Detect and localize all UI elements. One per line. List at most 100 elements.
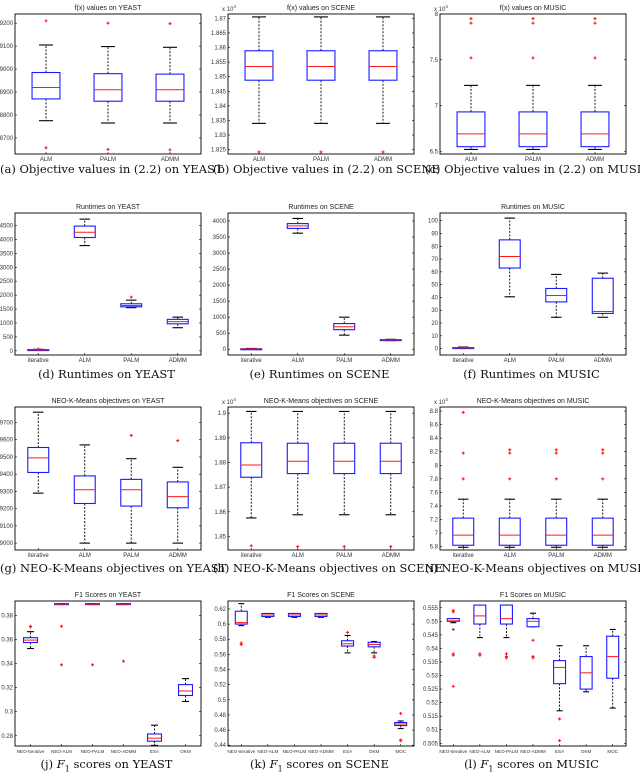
iqr-box (306, 50, 336, 81)
boxplot-chart: F1 Scores on SCENE 0.44 0.46 0.48 0.5 0.52 0.5… (214, 592, 415, 754)
box-palm (120, 433, 143, 544)
outlier-point (389, 545, 393, 549)
outlier-point (601, 477, 605, 481)
outlier-point (508, 451, 512, 455)
y-tick-label: 2000 (213, 283, 227, 289)
box-neo-admm (115, 603, 132, 663)
subfigure-caption: (k) F1 scores on SCENE (250, 757, 389, 774)
subfigure-caption: (l) F1 scores on MUSIC (464, 757, 599, 774)
outlier-point (257, 150, 261, 154)
outlier-point (531, 655, 535, 659)
y-tick-label: 1.86 (214, 46, 226, 52)
y-tick-label: 0 (435, 347, 439, 353)
chart-title: F1 Scores on YEAST (75, 592, 142, 599)
x-tick-label: NEO-PALM (495, 749, 519, 754)
x-tick-label: ESA (150, 749, 160, 754)
outlier-point (554, 448, 558, 452)
box-neo-alm (261, 612, 275, 618)
y-tick-label: 1.85 (214, 75, 226, 81)
iqr-box (27, 446, 50, 474)
box-admm (379, 410, 402, 549)
axes-frame (439, 600, 627, 747)
box-esa (146, 724, 163, 746)
axes-frame (227, 212, 415, 356)
boxplot-chart: f(x) values on MUSIC x 104 6.5 7 7.5 8 ALM PALM… (430, 4, 627, 163)
box-neo-admm (314, 612, 328, 618)
chart-panel-c: f(x) values on MUSIC x 104 6.5 7 7.5 8 ALM PALM… (425, 0, 640, 180)
boxplot-chart: Runtimes on SCENE 0 500 1000 1500 2000 2500 300… (213, 204, 415, 364)
y-tick-label: 7 (435, 104, 439, 110)
iqr-box (177, 684, 194, 697)
y-tick-label: 7.4 (430, 504, 439, 510)
outlier-point (122, 659, 125, 663)
outlier-point (593, 21, 597, 25)
box-alm (244, 16, 274, 154)
subfigure-caption: (a) Objective values in (2.2) on YEAST (0, 162, 223, 176)
chart-title: Runtimes on YEAST (76, 204, 141, 211)
iqr-box (368, 50, 398, 81)
iqr-box (333, 442, 356, 475)
x-tick-label: NEO-ALM (469, 749, 490, 754)
iqr-box (286, 442, 309, 475)
boxplot-chart: Runtimes on MUSIC 0 10 20 30 40 50 60 70 80 90 100 i… (428, 204, 627, 364)
box-neo-iterative (446, 608, 460, 688)
x-tick-label: ADMM (374, 157, 392, 163)
y-tick-label: 9200 (0, 21, 14, 27)
x-tick-label: ALM (292, 553, 304, 559)
outlier-point (558, 717, 562, 721)
y-tick-label: 50 (431, 283, 438, 289)
chart-title: NEO-K-Means objectives on YEAST (51, 398, 165, 405)
y-tick-label: 0.525 (423, 687, 439, 693)
y-tick-label: 8 (435, 12, 439, 18)
y-tick-label: 0.46 (214, 728, 226, 734)
y-tick-label: 0.545 (423, 633, 439, 639)
y-tick-label: 4000 (213, 219, 227, 225)
subfigure-caption: (i) NEO-K-Means objectives on MUSIC (425, 561, 640, 575)
outlier-point (106, 147, 110, 151)
chart-title: f(x) values on MUSIC (500, 5, 567, 12)
y-tick-label: 0.38 (1, 613, 13, 619)
box-esa (341, 630, 355, 654)
iqr-box (498, 239, 521, 269)
y-tick-label: 8800 (0, 113, 14, 119)
box-palm (545, 448, 568, 548)
y-tick-label: 20 (431, 321, 438, 327)
x-tick-label: PALM (123, 553, 139, 559)
y-tick-label: 0.58 (214, 637, 226, 643)
box-moc (606, 628, 620, 709)
outlier-point (531, 638, 535, 642)
outlier-point (469, 56, 473, 60)
axis-multiplier: x 104 (222, 397, 236, 406)
iqr-box (606, 635, 620, 679)
box-moc (394, 711, 408, 743)
outlier-point (451, 652, 455, 656)
box-neo-iterative (22, 624, 39, 650)
chart-panel-f: Runtimes on MUSIC 0 10 20 30 40 50 60 70 80 90 100 i… (425, 183, 638, 385)
y-tick-label: 0.51 (426, 728, 438, 734)
box-iterative (452, 346, 475, 350)
outlier-point (249, 544, 253, 548)
y-tick-label: 1.85 (214, 534, 226, 540)
box-okm (579, 645, 593, 693)
boxplot-chart: F1 Scores on MUSIC 0.505 0.51 0.515 0.52 0.52… (423, 592, 627, 754)
y-tick-label: 9700 (0, 421, 14, 427)
y-tick-label: 30 (431, 308, 438, 314)
x-tick-label: iterative (28, 553, 50, 559)
outlier-point (129, 433, 133, 437)
x-tick-label: ADMM (161, 157, 179, 163)
chart-panel-a: f(x) values on YEAST 8700 8800 8900 9000 9100… (0, 0, 223, 180)
axes-frame (14, 600, 202, 747)
y-tick-label: 1.84 (214, 104, 226, 110)
chart-title: F1 Scores on SCENE (287, 592, 355, 599)
box-iterative (27, 347, 50, 352)
y-tick-label: 3000 (213, 251, 227, 257)
axis-multiplier: x 104 (434, 4, 448, 13)
boxplot-chart: f(x) values on SCENE x 104 1.825 1.83 1.835 1… (211, 4, 415, 163)
y-tick-label: 3000 (0, 265, 14, 271)
subfigure-caption: (f) Runtimes on MUSIC (463, 367, 600, 381)
y-tick-label: 6.8 (430, 545, 439, 551)
axes-frame (439, 13, 627, 155)
y-tick-label: 0.54 (214, 668, 226, 674)
chart-panel-d: Runtimes on YEAST 0 500 1000 1500 2000 2500 300… (0, 183, 213, 385)
y-tick-label: 4500 (0, 224, 14, 230)
